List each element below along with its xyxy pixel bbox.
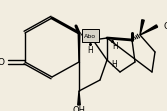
Text: H: H bbox=[111, 59, 117, 68]
Text: OH: OH bbox=[163, 22, 167, 31]
Text: OH: OH bbox=[72, 105, 86, 111]
Polygon shape bbox=[140, 20, 144, 35]
Text: H: H bbox=[112, 42, 118, 51]
Text: Abo: Abo bbox=[84, 34, 96, 39]
Text: H: H bbox=[87, 46, 93, 55]
Polygon shape bbox=[78, 33, 80, 62]
Polygon shape bbox=[78, 91, 80, 105]
Text: O: O bbox=[0, 57, 5, 66]
FancyBboxPatch shape bbox=[81, 30, 99, 43]
Polygon shape bbox=[140, 25, 158, 35]
